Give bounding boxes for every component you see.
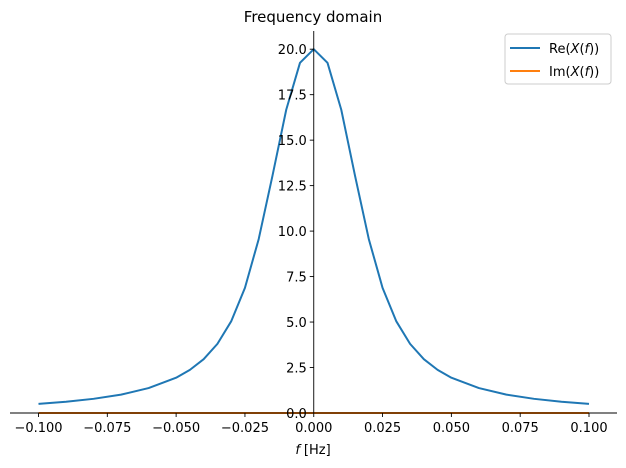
y-tick-label: 7.5 [286, 271, 307, 286]
x-axis-label-var: f [295, 443, 302, 458]
x-tick-label: 0.075 [502, 421, 539, 436]
y-tick-label: 0.0 [286, 407, 307, 422]
legend-entries: Re(X(f)) Im(X(f)) [510, 42, 599, 80]
x-tick-label: 0.025 [364, 421, 401, 436]
x-tick-label: −0.050 [152, 421, 200, 436]
x-tick-label: −0.075 [83, 421, 131, 436]
legend-label: Im(X(f)) [549, 65, 599, 80]
x-axis-ticks: −0.100 −0.075 −0.050 −0.025 0.000 0.025 0.050 0… [14, 413, 608, 436]
plot-area: −0.100 −0.075 −0.050 −0.025 0.000 0.025 0.050 0… [10, 31, 617, 436]
x-tick-label: −0.100 [14, 421, 62, 436]
x-tick-label: 0.050 [433, 421, 470, 436]
legend-label: Re(X(f)) [549, 42, 599, 57]
x-tick-label: 0.000 [295, 421, 332, 436]
y-tick-label: 2.5 [286, 362, 307, 377]
x-axis-label: f [Hz] [295, 443, 330, 458]
y-tick-label: 20.0 [278, 43, 307, 58]
y-tick-label: 17.5 [278, 89, 307, 104]
y-tick-label: 12.5 [278, 180, 307, 195]
y-tick-label: 10.0 [278, 225, 307, 240]
x-tick-label: 0.100 [570, 421, 607, 436]
chart-title: Frequency domain [244, 8, 382, 26]
y-tick-label: 5.0 [286, 316, 307, 331]
legend: Re(X(f)) Im(X(f)) [504, 33, 612, 85]
x-axis-label-unit: [Hz] [304, 443, 331, 458]
y-axis-ticks: 0.0 2.5 5.0 7.5 10.0 12.5 15.0 17.5 20.0 [278, 43, 314, 422]
y-tick-label: 15.0 [278, 134, 307, 149]
x-tick-label: −0.025 [221, 421, 269, 436]
